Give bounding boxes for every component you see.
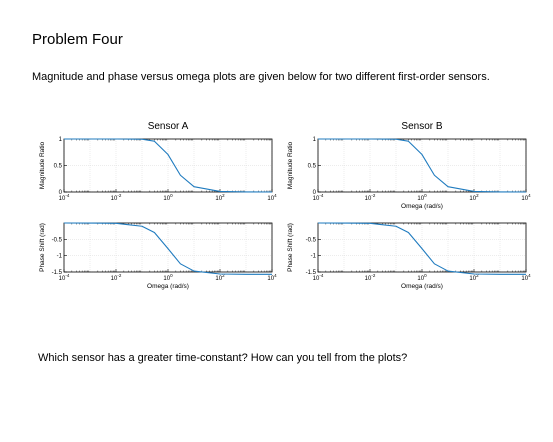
y-tick-label: -1 bbox=[311, 254, 317, 260]
y-axis-label: Magnitude Ratio bbox=[39, 141, 46, 189]
x-axis-label: Omega (rad/s) bbox=[401, 203, 443, 210]
y-tick-label: 0.5 bbox=[54, 164, 63, 170]
x-tick-label: 10-2 bbox=[111, 193, 122, 202]
x-tick-label: 104 bbox=[267, 193, 277, 202]
x-tick-label: 102 bbox=[215, 273, 225, 282]
y-tick-label: -0.5 bbox=[52, 237, 63, 243]
chart-title: Sensor B bbox=[401, 121, 442, 132]
y-tick-label: 1 bbox=[59, 137, 63, 143]
x-tick-label: 102 bbox=[469, 193, 479, 202]
y-tick-label: -1.5 bbox=[52, 270, 63, 276]
y-axis-label: Magnitude Ratio bbox=[287, 141, 294, 189]
question-text: Which sensor has a greater time-constant… bbox=[38, 352, 408, 364]
y-tick-label: 1 bbox=[313, 137, 317, 143]
y-tick-label: 0.5 bbox=[308, 164, 317, 170]
x-tick-label: 100 bbox=[417, 193, 427, 202]
x-tick-label: 104 bbox=[521, 193, 531, 202]
chart-title: Sensor A bbox=[148, 121, 189, 132]
x-tick-label: 100 bbox=[163, 273, 173, 282]
x-tick-label: 100 bbox=[163, 193, 173, 202]
x-tick-label: 10-4 bbox=[313, 193, 324, 202]
series-line bbox=[64, 138, 273, 193]
x-tick-label: 104 bbox=[521, 273, 531, 282]
y-axis-label: Phase Shift (rad) bbox=[287, 223, 294, 272]
series-line bbox=[318, 138, 527, 193]
x-axis-label: Omega (rad/s) bbox=[147, 283, 189, 290]
x-tick-label: 10-4 bbox=[59, 193, 70, 202]
y-tick-label: -1.5 bbox=[306, 270, 317, 276]
problem-heading: Problem Four bbox=[32, 31, 123, 48]
y-tick-label: -0.5 bbox=[306, 237, 317, 243]
x-tick-label: 10-4 bbox=[313, 273, 324, 282]
series-line bbox=[63, 222, 273, 275]
y-axis-label: Phase Shift (rad) bbox=[39, 223, 46, 272]
x-tick-label: 10-2 bbox=[365, 273, 376, 282]
x-tick-label: 10-2 bbox=[365, 193, 376, 202]
x-tick-label: 10-2 bbox=[111, 273, 122, 282]
y-tick-label: -1 bbox=[57, 254, 63, 260]
x-tick-label: 102 bbox=[215, 193, 225, 202]
x-tick-label: 104 bbox=[267, 273, 277, 282]
x-tick-label: 10-4 bbox=[59, 273, 70, 282]
x-tick-label: 102 bbox=[469, 273, 479, 282]
y-tick-label: 0 bbox=[313, 190, 317, 196]
y-tick-label: 0 bbox=[59, 190, 63, 196]
intro-text: Magnitude and phase versus omega plots a… bbox=[32, 71, 490, 83]
series-line bbox=[317, 222, 527, 275]
x-axis-label: Omega (rad/s) bbox=[401, 283, 443, 290]
x-tick-label: 100 bbox=[417, 273, 427, 282]
